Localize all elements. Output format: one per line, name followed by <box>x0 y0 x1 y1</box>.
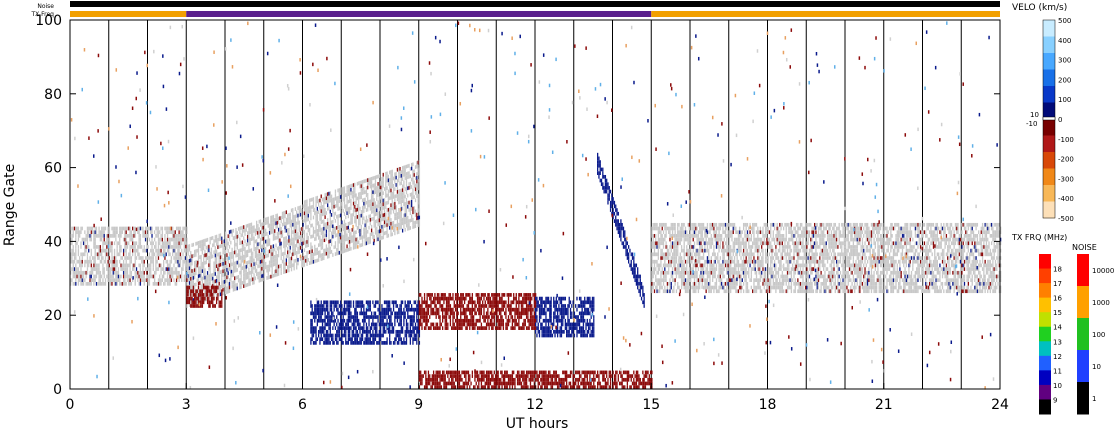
noise-tick-label: 100 <box>1092 331 1105 339</box>
noise-color-cell <box>1077 286 1089 319</box>
noise-strip-label: Noise <box>37 3 54 10</box>
txfreq-color-cell <box>1039 341 1051 356</box>
noise-tick-label: 10 <box>1092 363 1101 371</box>
y-tick-label: 0 <box>53 382 62 398</box>
velocity-side-label: 10 <box>1030 111 1039 119</box>
velocity-colorbar: 500 400 300 200 100 0 -100 -200 -300 -400 -500 10-1… <box>1026 17 1074 223</box>
velocity-tick-label: 0 <box>1058 116 1062 124</box>
velocity-tick-label: -100 <box>1058 136 1074 144</box>
velocity-color-cell <box>1043 185 1055 202</box>
y-tick-label: 60 <box>44 161 62 177</box>
txfreq-color-cell <box>1039 283 1051 298</box>
ground-scatter-band-1 <box>70 227 188 286</box>
noise-tick-label: 1 <box>1092 395 1096 403</box>
txfreq-tick-label: 11 <box>1053 367 1062 375</box>
velocity-tick-label: -500 <box>1058 215 1074 223</box>
txfreq-tick-label: 14 <box>1053 324 1062 332</box>
txfreq-tick-label: 18 <box>1053 266 1062 274</box>
ground-scatter-band-2 <box>651 223 1001 293</box>
velocity-tick-label: 400 <box>1058 37 1071 45</box>
velocity-tick-label: -300 <box>1058 175 1074 183</box>
txfreq-segment <box>651 11 1000 17</box>
velocity-tick-label: 100 <box>1058 96 1071 104</box>
x-axis-label: UT hours <box>506 416 569 432</box>
velocity-color-cell <box>1043 37 1055 54</box>
scatter-noise <box>71 21 998 389</box>
velocity-color-cell <box>1043 119 1055 136</box>
txfreq-color-cell <box>1039 327 1051 342</box>
positive-velocity-band <box>310 300 420 344</box>
velocity-color-cell <box>1043 136 1055 153</box>
x-tick-label: 3 <box>182 397 191 413</box>
velocity-color-cell <box>1043 20 1055 37</box>
txfreq-tick-label: 10 <box>1053 382 1062 390</box>
txfreq-color-cell <box>1039 356 1051 371</box>
velocity-tick-label: -200 <box>1058 156 1074 164</box>
velocity-scale-title: VELO (km/s) <box>1012 3 1067 13</box>
velocity-color-cell <box>1043 152 1055 169</box>
x-tick-label: 12 <box>526 397 544 413</box>
txfreq-tick-label: 9 <box>1053 396 1057 404</box>
x-tick-label: 24 <box>991 397 1009 413</box>
x-axis-ticks: 0 3 6 9 12 15 18 21 24 <box>66 383 1009 413</box>
velocity-color-cell <box>1043 53 1055 70</box>
x-tick-label: 6 <box>298 397 307 413</box>
txfreq-tick-label: 12 <box>1053 353 1062 361</box>
txfreq-segment <box>186 11 651 17</box>
y-tick-label: 20 <box>44 308 62 324</box>
positive-velocity-block-2 <box>535 297 594 338</box>
velocity-color-cell <box>1043 70 1055 87</box>
velocity-side-label: -10 <box>1026 120 1037 128</box>
velocity-color-cell <box>1043 86 1055 103</box>
noise-tick-label: 10000 <box>1092 267 1114 275</box>
noise-color-cell <box>1077 350 1089 383</box>
y-tick-label: 100 <box>35 13 62 29</box>
txfreq-color-cell <box>1039 370 1051 385</box>
x-tick-label: 9 <box>414 397 423 413</box>
data-features <box>70 153 1001 389</box>
txfreq-tick-label: 15 <box>1053 309 1062 317</box>
y-tick-label: 40 <box>44 234 62 250</box>
noise-colorbar: 10000 1000 100 10 1 <box>1077 254 1114 415</box>
noise-scale-title: NOISE <box>1072 243 1097 252</box>
velocity-tick-label: 300 <box>1058 57 1071 65</box>
velocity-color-cell <box>1043 169 1055 186</box>
x-tick-label: 15 <box>642 397 660 413</box>
negative-velocity-block-1 <box>419 293 537 330</box>
y-axis-ticks: 0 20 40 60 80 100 <box>35 13 1000 398</box>
txfreq-colorbar: 18 17 16 15 14 13 12 11 10 9 <box>1039 254 1062 415</box>
noise-color-cell <box>1077 318 1089 351</box>
noise-strip <box>70 1 1000 7</box>
noise-color-cell <box>1077 382 1089 415</box>
txfreq-segment <box>70 11 186 17</box>
txfreq-color-cell <box>1039 298 1051 313</box>
velocity-color-cell <box>1043 202 1055 219</box>
y-tick-label: 80 <box>44 87 62 103</box>
noise-color-cell <box>1077 254 1089 287</box>
velocity-tick-label: -400 <box>1058 195 1074 203</box>
negative-ground-band-near-0 <box>419 371 653 389</box>
velocity-tick-label: 200 <box>1058 76 1071 84</box>
x-tick-label: 18 <box>759 397 777 413</box>
ground-scatter-rising <box>186 160 420 308</box>
velocity-tick-label: 500 <box>1058 17 1071 25</box>
txfreq-color-cell <box>1039 269 1051 284</box>
x-tick-label: 21 <box>875 397 893 413</box>
txfreq-color-cell <box>1039 254 1051 269</box>
txfreq-color-cell <box>1039 399 1051 414</box>
noise-tick-label: 1000 <box>1092 299 1110 307</box>
txfreq-color-cell <box>1039 312 1051 327</box>
txfreq-tick-label: 16 <box>1053 295 1062 303</box>
x-tick-label: 0 <box>66 397 75 413</box>
txfreq-tick-label: 17 <box>1053 280 1062 288</box>
txfreq-strip <box>70 11 1000 17</box>
y-axis-label: Range Gate <box>2 164 18 246</box>
txfreq-scale-title: TX FRQ (MHz) <box>1011 233 1067 242</box>
txfreq-color-cell <box>1039 385 1051 400</box>
txfreq-tick-label: 13 <box>1053 338 1062 346</box>
